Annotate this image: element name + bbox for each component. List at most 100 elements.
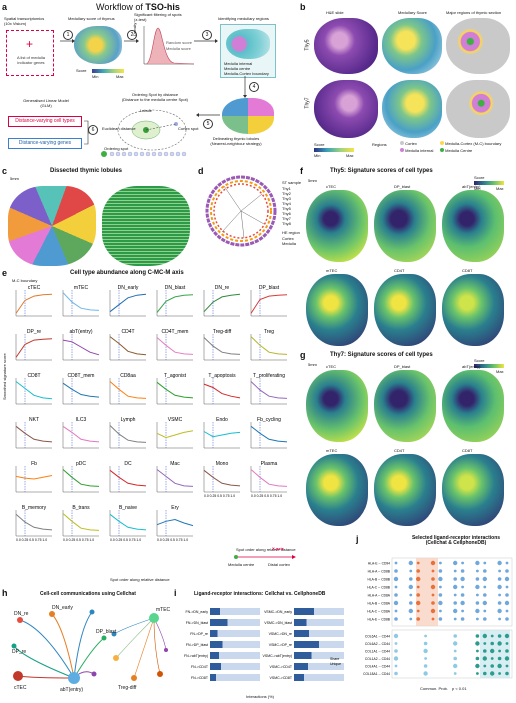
j-dot xyxy=(490,641,494,646)
j-dot xyxy=(409,569,413,573)
medscore-thy7 xyxy=(382,80,442,138)
j-dot xyxy=(453,656,457,661)
e-series-line xyxy=(250,336,288,355)
e-subplot: CD8aa xyxy=(109,373,147,405)
region-centre-label: Medulla Centre xyxy=(445,148,473,153)
j-dot xyxy=(394,617,398,621)
j-legend-title: Commun. Prob. xyxy=(420,686,449,691)
j-dot xyxy=(438,569,443,573)
j-top-block xyxy=(391,557,513,627)
j-dot xyxy=(453,584,458,590)
e-series-line xyxy=(109,293,147,313)
j-dot xyxy=(476,593,479,597)
e-subplot-title: B_naive xyxy=(119,505,137,511)
signature-map xyxy=(374,190,436,262)
legend-item-centre: Medulla centre xyxy=(224,66,251,71)
j-dot xyxy=(490,664,494,668)
e-subplot-title: DP_re xyxy=(27,329,41,335)
e-series-line xyxy=(203,337,241,355)
e-subplot: Ery 0.0 0.25 0.5 0.75 1.0 xyxy=(156,505,194,542)
row-thy5: Thy5 xyxy=(304,39,311,51)
panel-c-label: c xyxy=(2,166,8,176)
j-dot xyxy=(505,642,509,645)
e-series-line xyxy=(15,381,53,400)
j-dot xyxy=(409,617,413,621)
i-pair-label: FN->abT(entry) xyxy=(184,654,208,658)
col-medscore: Medullary Score xyxy=(398,10,427,15)
e-axis-arrow xyxy=(234,555,296,559)
i-bar-unique xyxy=(210,630,260,637)
j-dot xyxy=(393,633,399,639)
i-pair-label: VSMC->CD4T xyxy=(270,665,293,669)
step-num-4: 4 xyxy=(249,82,259,92)
legend-item-boundary: Medulla-Cortex boundary xyxy=(224,71,269,76)
colorbar-f xyxy=(474,181,504,185)
j-dot xyxy=(394,664,398,668)
map-title: abT(entry) xyxy=(462,184,481,189)
e-distal-cortex: Distal cortex xyxy=(268,562,291,567)
j-dot xyxy=(498,672,501,675)
col-regions: Major regions of thymic section xyxy=(446,10,502,15)
lobule-pie xyxy=(222,98,274,134)
region-cortex-label: Cortex xyxy=(405,141,417,146)
circular-dendrogram xyxy=(205,175,277,247)
e-series-line xyxy=(15,513,53,531)
lr-dotplot: HLA-E -- CD94 HLA-A -- CD8B HLA-B -- CD8B H… xyxy=(363,557,513,679)
title-prefix: Workflow of xyxy=(96,2,146,12)
j-dot xyxy=(505,664,509,668)
region-internal-label: Medulla internal xyxy=(405,148,434,153)
j-dot xyxy=(453,593,457,597)
i-pair-label: VSMC->DN_early xyxy=(264,610,292,614)
j-dot xyxy=(430,584,436,590)
e-subplot-title: DN_early xyxy=(118,285,139,291)
i-pair-label: FN->CD8T xyxy=(191,676,209,680)
panel-a-title: Workflow of TSO-his xyxy=(96,2,180,12)
row-thy7: Thy7 xyxy=(304,97,311,109)
i-pair-label: FN->CD4T xyxy=(191,665,209,669)
j-dot xyxy=(482,656,487,661)
map-title: CD8T xyxy=(462,448,473,453)
j-dot xyxy=(416,593,420,597)
gene-list-box: + A list of medulla indicator genes xyxy=(6,30,54,76)
e-subplot: CD4T xyxy=(109,329,147,361)
mc-boundary-label: M-C boundary xyxy=(12,278,38,283)
sample-3: Thy3 xyxy=(282,196,291,201)
e-series-line xyxy=(156,294,194,313)
signature-map xyxy=(306,454,368,526)
i-bar-unique xyxy=(210,608,260,615)
e-subplot: DP_blast xyxy=(250,285,288,317)
signature-map xyxy=(306,274,368,346)
j-dot xyxy=(453,634,457,638)
j-row-label: COL4A1 -- CD44 xyxy=(365,665,390,669)
e-series-line xyxy=(15,293,53,314)
i-pair-label: FN->DN_early xyxy=(186,610,209,614)
j-dot xyxy=(475,641,480,646)
j-dot xyxy=(453,608,458,614)
j-dot xyxy=(453,577,457,581)
e-series-line xyxy=(250,294,288,314)
score-label-b: Score xyxy=(314,142,325,147)
j-dot xyxy=(431,593,435,597)
j-dot xyxy=(439,609,442,613)
j-dot xyxy=(394,609,398,613)
j-dot xyxy=(497,663,502,669)
j-dot xyxy=(504,576,510,582)
he-thy5 xyxy=(314,18,378,74)
node-treg: Treg-diff xyxy=(118,685,137,691)
j-dot xyxy=(482,633,487,639)
e-subplot: Mac xyxy=(156,461,194,493)
j-dot xyxy=(505,617,509,621)
title-bold: TSO-his xyxy=(145,2,180,12)
scale-c: 5mm xyxy=(10,176,19,181)
panel-i-title: Ligand-receptor interactions: Cellchat v… xyxy=(194,591,326,597)
e-series-line xyxy=(156,337,194,355)
max-a: Max xyxy=(116,74,124,79)
step-filter: Significant filtering of spots (z-test) xyxy=(134,12,182,22)
e-subplot: B_memory 0.0 0.25 0.5 0.75 1.0 xyxy=(15,505,53,542)
j-dot xyxy=(394,561,398,565)
j-dot xyxy=(461,609,464,613)
sample-8: Thy8 xyxy=(282,221,291,226)
e-subplot: Mono 0.0 0.25 0.5 0.75 1.0 xyxy=(203,461,241,498)
lobule-label: Lobule xyxy=(140,108,153,113)
min-b: Min xyxy=(314,153,321,158)
